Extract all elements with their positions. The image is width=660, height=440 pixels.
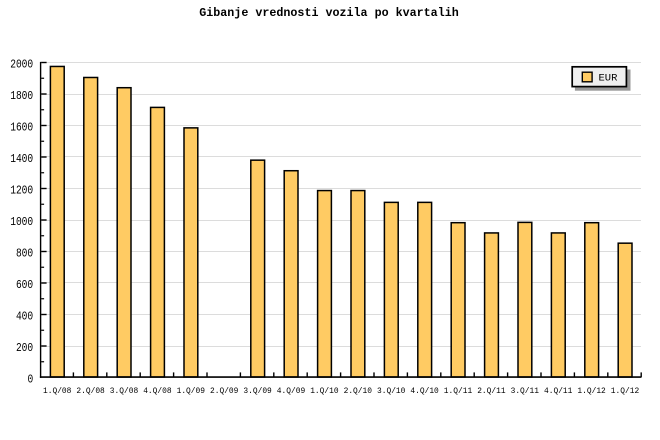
svg-text:1.Q/10: 1.Q/10 [310,387,339,396]
svg-text:1800: 1800 [10,89,33,103]
svg-text:4.Q/09: 4.Q/09 [277,387,306,396]
svg-text:200: 200 [16,341,33,355]
svg-text:Gibanje vrednosti vozila po kv: Gibanje vrednosti vozila po kvartalih [199,6,459,20]
svg-text:1400: 1400 [10,152,33,166]
svg-text:2.Q/08: 2.Q/08 [76,387,105,396]
svg-text:1200: 1200 [10,184,33,198]
svg-text:4.Q/08: 4.Q/08 [143,387,172,396]
svg-text:3.Q/10: 3.Q/10 [377,387,406,396]
svg-text:400: 400 [16,310,33,324]
svg-text:1.Q/09: 1.Q/09 [177,387,206,396]
svg-text:0: 0 [27,373,33,387]
svg-text:600: 600 [16,278,33,292]
svg-text:2000: 2000 [10,58,33,72]
svg-text:1000: 1000 [10,215,33,229]
svg-text:4.Q/11: 4.Q/11 [544,387,573,396]
svg-text:4.Q/10: 4.Q/10 [410,387,439,396]
svg-text:3.Q/11: 3.Q/11 [511,387,540,396]
svg-text:1.Q/08: 1.Q/08 [43,387,72,396]
svg-text:1600: 1600 [10,121,33,135]
svg-text:2.Q/10: 2.Q/10 [344,387,373,396]
svg-text:3.Q/09: 3.Q/09 [243,387,272,396]
svg-text:EUR: EUR [599,72,619,84]
svg-text:2.Q/11: 2.Q/11 [477,387,506,396]
svg-text:2.Q/09: 2.Q/09 [210,387,239,396]
svg-text:1.Q/12: 1.Q/12 [577,387,606,396]
svg-text:1.Q/12: 1.Q/12 [611,387,640,396]
svg-text:800: 800 [16,247,33,261]
svg-text:3.Q/08: 3.Q/08 [110,387,139,396]
svg-text:1.Q/11: 1.Q/11 [444,387,473,396]
